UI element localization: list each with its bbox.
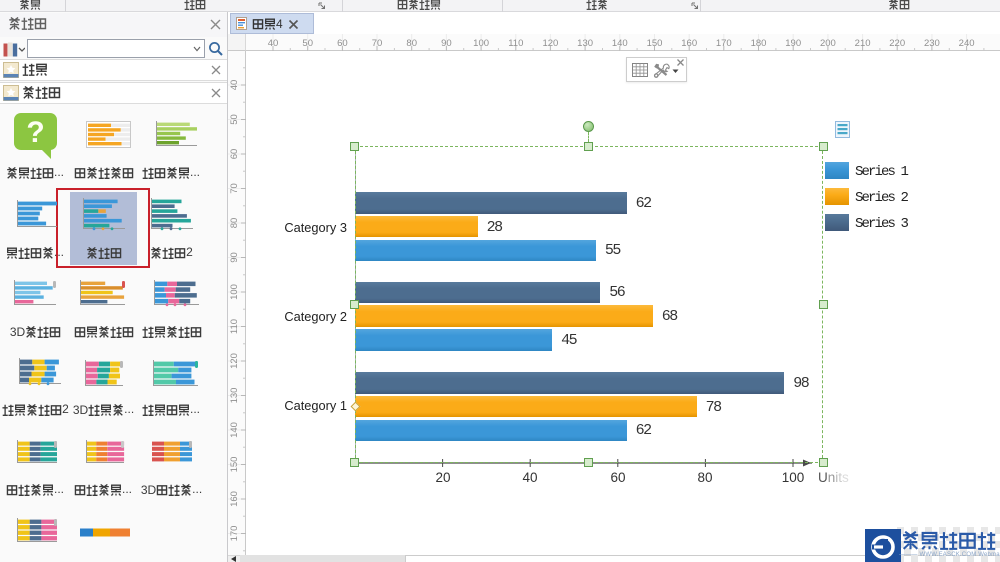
svg-text:180: 180 — [751, 38, 767, 49]
svg-text:90: 90 — [441, 38, 452, 49]
svg-text:240: 240 — [959, 38, 975, 49]
svg-text:130: 130 — [577, 38, 593, 49]
svg-text:160: 160 — [229, 491, 240, 507]
svg-text:60: 60 — [337, 38, 348, 49]
svg-text:60: 60 — [229, 149, 240, 160]
svg-text:200: 200 — [820, 38, 836, 49]
svg-text:80: 80 — [229, 218, 240, 229]
svg-text:110: 110 — [229, 319, 240, 334]
svg-text:70: 70 — [229, 183, 240, 194]
svg-text:160: 160 — [681, 38, 697, 49]
svg-text:?: ? — [26, 116, 44, 149]
svg-text:70: 70 — [372, 38, 383, 49]
svg-text:50: 50 — [302, 38, 313, 49]
svg-text:90: 90 — [229, 252, 240, 263]
svg-text:210: 210 — [855, 38, 871, 49]
svg-text:150: 150 — [647, 38, 663, 49]
svg-text:120: 120 — [542, 38, 558, 49]
svg-text:230: 230 — [924, 38, 940, 49]
svg-text:170: 170 — [716, 38, 732, 49]
svg-text:100: 100 — [473, 38, 489, 49]
svg-text:50: 50 — [229, 114, 240, 125]
svg-text:40: 40 — [268, 38, 279, 49]
svg-text:130: 130 — [229, 388, 240, 404]
svg-text:80: 80 — [406, 38, 417, 49]
svg-text:40: 40 — [229, 80, 240, 91]
svg-text:110: 110 — [508, 38, 523, 49]
svg-text:220: 220 — [889, 38, 905, 49]
svg-text:140: 140 — [229, 422, 240, 438]
svg-text:190: 190 — [785, 38, 801, 49]
svg-text:100: 100 — [229, 284, 240, 300]
svg-text:150: 150 — [229, 457, 240, 473]
svg-text:170: 170 — [229, 526, 240, 542]
svg-text:120: 120 — [229, 353, 240, 369]
svg-text:140: 140 — [612, 38, 628, 49]
